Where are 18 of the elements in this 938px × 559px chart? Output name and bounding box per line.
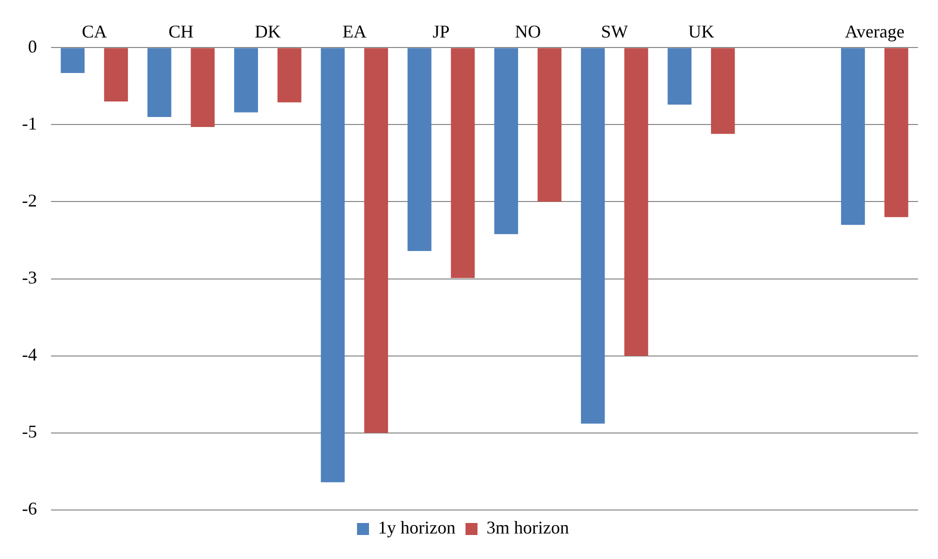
x-tick-label: NO bbox=[514, 22, 541, 42]
x-tick-label: DK bbox=[254, 22, 281, 42]
legend-label: 3m horizon bbox=[486, 518, 569, 538]
y-tick-label: -4 bbox=[22, 344, 37, 365]
x-tick-label: CH bbox=[168, 22, 194, 42]
x-tick-label: EA bbox=[342, 22, 366, 42]
y-tick-label: -6 bbox=[22, 498, 37, 519]
y-tick-label: 0 bbox=[28, 36, 37, 56]
x-tick-label: UK bbox=[688, 22, 714, 42]
legend-label: 1y horizon bbox=[378, 518, 456, 538]
y-tick-label: -5 bbox=[22, 422, 37, 442]
x-tick-label: CA bbox=[82, 22, 107, 42]
x-tick-label: SW bbox=[601, 22, 628, 42]
y-tick-label: -3 bbox=[22, 268, 37, 288]
x-tick-label: JP bbox=[432, 22, 450, 42]
y-tick-label: -2 bbox=[22, 190, 37, 210]
y-tick-label: -1 bbox=[22, 113, 37, 134]
x-tick-label: Average bbox=[844, 22, 904, 42]
